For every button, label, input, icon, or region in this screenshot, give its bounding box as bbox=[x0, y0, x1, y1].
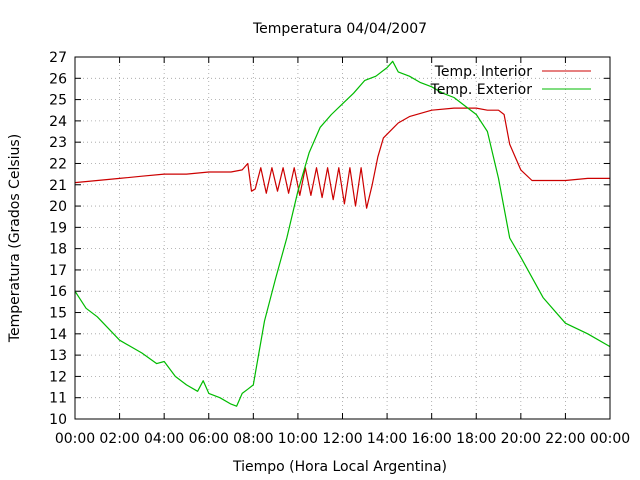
chart-title: Temperatura 04/04/2007 bbox=[252, 21, 427, 37]
y-tick-label: 25 bbox=[49, 93, 67, 109]
x-tick-label: 20:00 bbox=[501, 431, 541, 447]
y-tick-label: 10 bbox=[49, 412, 67, 428]
y-tick-label: 27 bbox=[49, 50, 67, 66]
y-tick-label: 24 bbox=[49, 114, 67, 130]
y-tick-label: 13 bbox=[49, 348, 67, 364]
x-tick-label: 18:00 bbox=[456, 431, 496, 447]
x-tick-label: 08:00 bbox=[233, 431, 273, 447]
legend-label-exterior: Temp. Exterior bbox=[430, 82, 533, 98]
x-tick-label: 04:00 bbox=[144, 431, 184, 447]
y-tick-label: 14 bbox=[49, 327, 67, 343]
y-tick-label: 12 bbox=[49, 369, 67, 385]
plot-frame bbox=[74, 56, 611, 420]
x-tick-label: 00:00 bbox=[55, 431, 95, 447]
x-tick-label: 16:00 bbox=[411, 431, 451, 447]
x-tick-label: 14:00 bbox=[367, 431, 407, 447]
y-tick-label: 15 bbox=[49, 306, 67, 322]
y-tick-labels: 10 11 12 13 14 15 16 17 18 19 20 21 22 23 24 25 26 27 bbox=[49, 50, 67, 428]
grid bbox=[75, 57, 610, 419]
axis-ticks bbox=[74, 56, 611, 420]
x-tick-labels: 00:00 02:00 04:00 06:00 08:00 10:00 12:00 14:00… bbox=[55, 431, 630, 447]
series-line-interior bbox=[74, 107, 610, 209]
y-axis-label: Temperatura (Grados Celsius) bbox=[7, 134, 23, 343]
legend: Temp. Interior Temp. Exterior bbox=[430, 64, 591, 98]
x-tick-label: 12:00 bbox=[322, 431, 362, 447]
x-tick-label: 00:00 bbox=[590, 431, 630, 447]
y-tick-label: 17 bbox=[49, 263, 67, 279]
y-tick-label: 19 bbox=[49, 220, 67, 236]
series-lines bbox=[74, 60, 611, 407]
y-tick-label: 20 bbox=[49, 199, 67, 215]
series-line-exterior bbox=[74, 60, 611, 407]
x-tick-label: 22:00 bbox=[545, 431, 585, 447]
legend-label-interior: Temp. Interior bbox=[434, 64, 533, 80]
y-tick-label: 11 bbox=[49, 391, 67, 407]
y-tick-label: 18 bbox=[49, 242, 67, 258]
y-tick-label: 21 bbox=[49, 178, 67, 194]
x-axis-label: Tiempo (Hora Local Argentina) bbox=[232, 459, 447, 475]
x-tick-label: 06:00 bbox=[189, 431, 229, 447]
y-tick-label: 22 bbox=[49, 156, 67, 172]
y-tick-label: 16 bbox=[49, 284, 67, 300]
x-tick-label: 10:00 bbox=[278, 431, 318, 447]
x-tick-label: 02:00 bbox=[99, 431, 139, 447]
y-tick-label: 26 bbox=[49, 71, 67, 87]
y-tick-label: 23 bbox=[49, 135, 67, 151]
